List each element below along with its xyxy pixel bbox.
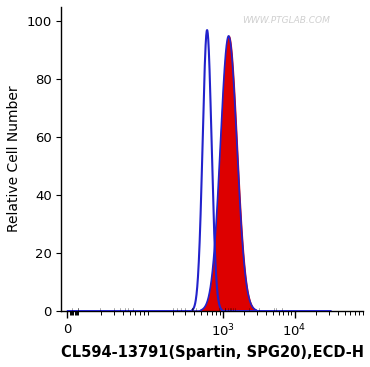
X-axis label: CL594-13791(Spartin, SPG20),ECD-H: CL594-13791(Spartin, SPG20),ECD-H bbox=[61, 345, 364, 360]
Text: WWW.PTGLAB.COM: WWW.PTGLAB.COM bbox=[242, 16, 330, 25]
Y-axis label: Relative Cell Number: Relative Cell Number bbox=[7, 86, 21, 232]
